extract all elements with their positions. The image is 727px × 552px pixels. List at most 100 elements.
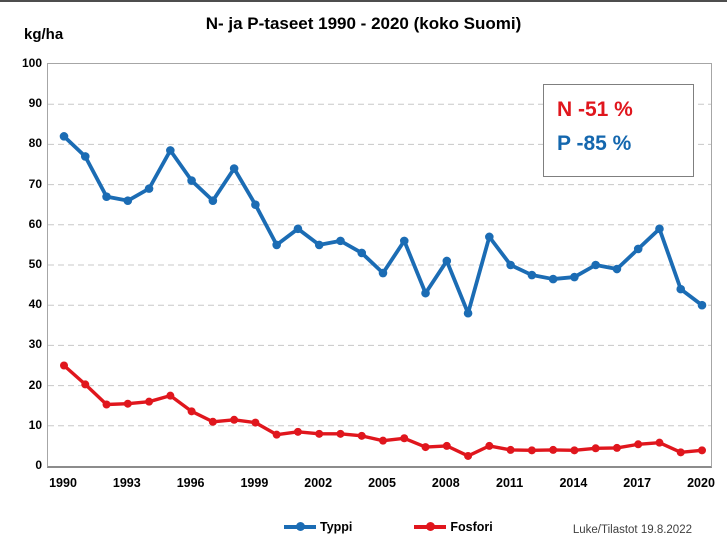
legend-item-typpi: Typpi <box>284 520 352 534</box>
x-tick-label: 2014 <box>559 476 588 490</box>
x-tick-label: 2005 <box>368 476 396 490</box>
fosfori-marker <box>315 429 324 438</box>
y-tick-label: 0 <box>35 458 42 472</box>
fosfori-line-marker-icon <box>414 522 447 532</box>
typpi-marker <box>229 164 239 173</box>
chart-title: N- ja P-taseet 1990 - 2020 (koko Suomi) <box>205 14 522 33</box>
fosfori-marker <box>123 399 132 408</box>
fosfori-marker <box>251 418 260 427</box>
typpi-marker <box>272 240 281 250</box>
fosfori-marker <box>379 436 387 445</box>
typpi-marker <box>59 132 69 141</box>
fosfori-marker <box>570 446 579 455</box>
legend-label-fosfori: Fosfori <box>450 520 493 534</box>
fosfori-marker <box>676 448 685 457</box>
legend-label-typpi: Typpi <box>320 520 353 534</box>
fosfori-marker <box>442 441 451 450</box>
fosfori-marker <box>549 445 558 454</box>
fosfori-marker <box>527 446 536 455</box>
chart-svg <box>48 103 711 460</box>
fosfori-marker <box>357 431 366 440</box>
x-tick-label: 2008 <box>431 476 460 490</box>
typpi-marker <box>633 244 643 254</box>
typpi-marker <box>187 176 196 185</box>
y-tick-label: 70 <box>28 176 42 191</box>
typpi-marker <box>251 200 260 209</box>
typpi-marker <box>378 268 388 278</box>
legend-item-fosfori: Fosfori <box>414 520 493 534</box>
typpi-marker <box>463 308 473 318</box>
typpi-line-marker-icon <box>284 522 316 532</box>
fosfori-marker <box>591 444 600 453</box>
fosfori-marker <box>634 440 643 449</box>
y-tick-label: 100 <box>21 56 42 70</box>
typpi-marker <box>144 184 154 193</box>
typpi-marker <box>591 260 600 270</box>
typpi-marker <box>655 224 664 234</box>
typpi-marker <box>570 272 579 282</box>
typpi-marker <box>123 196 133 205</box>
fosfori-marker <box>655 438 664 447</box>
x-tick-label: 2002 <box>304 476 333 490</box>
annotation-p-value: P -85 % <box>557 132 632 155</box>
y-tick-label: 90 <box>28 96 42 111</box>
typpi-marker <box>548 274 558 284</box>
fosfori-marker <box>485 441 494 450</box>
y-tick-label: 50 <box>28 257 42 271</box>
fosfori-marker <box>698 446 706 455</box>
typpi-marker <box>314 240 324 250</box>
fosfori-marker <box>421 443 430 452</box>
typpi-marker <box>612 264 622 274</box>
annotation-n-value: N -51 % <box>557 98 633 121</box>
typpi-marker <box>399 236 409 246</box>
y-tick-label: 80 <box>28 136 42 151</box>
fosfori-marker <box>166 391 175 400</box>
y-tick-label: 30 <box>28 337 42 352</box>
x-tick-label: 1999 <box>240 476 269 490</box>
y-tick-label: 10 <box>28 417 42 432</box>
typpi-marker <box>336 236 345 246</box>
x-tick-label: 2017 <box>623 476 652 490</box>
fosfori-marker <box>81 380 90 389</box>
fosfori-marker <box>60 361 68 370</box>
typpi-marker <box>166 146 175 155</box>
y-axis-unit-label: kg/ha <box>24 26 64 43</box>
typpi-marker <box>293 224 303 234</box>
typpi-marker <box>442 256 452 266</box>
x-tick-label: 1990 <box>49 476 77 490</box>
fosfori-marker <box>506 445 515 454</box>
footer-credit: Luke/Tilastot 19.8.2022 <box>572 524 692 536</box>
fosfori-marker <box>145 397 154 406</box>
fosfori-marker <box>230 415 239 424</box>
fosfori-marker <box>336 429 345 438</box>
typpi-marker <box>102 192 111 201</box>
fosfori-marker <box>464 451 473 460</box>
typpi-marker <box>357 248 367 258</box>
typpi-marker <box>485 232 494 242</box>
y-tick-label: 20 <box>28 377 42 392</box>
x-tick-label: 2011 <box>496 476 524 490</box>
typpi-marker <box>506 260 515 270</box>
typpi-marker <box>208 196 218 205</box>
x-tick-label: 1996 <box>176 476 205 490</box>
y-tick-label: 40 <box>28 297 42 312</box>
x-tick-label: 2020 <box>687 476 715 490</box>
typpi-dot-icon <box>295 522 305 532</box>
typpi-marker <box>421 288 430 298</box>
typpi-marker <box>676 284 686 294</box>
fosfori-marker <box>102 400 111 409</box>
fosfori-marker <box>612 443 621 452</box>
typpi-marker <box>80 152 90 161</box>
fosfori-marker <box>208 417 217 426</box>
typpi-marker <box>527 270 537 280</box>
fosfori-marker <box>272 430 281 439</box>
x-tick-label: 1993 <box>112 476 141 490</box>
typpi-marker <box>697 300 707 310</box>
legend: Typpi Fosfori <box>284 519 493 535</box>
fosfori-marker <box>187 407 196 416</box>
y-tick-label: 60 <box>28 216 42 231</box>
fosfori-dot-icon <box>425 522 435 532</box>
fosfori-marker <box>293 427 302 436</box>
annotation-box: N -51 % P -85 % <box>543 84 694 177</box>
